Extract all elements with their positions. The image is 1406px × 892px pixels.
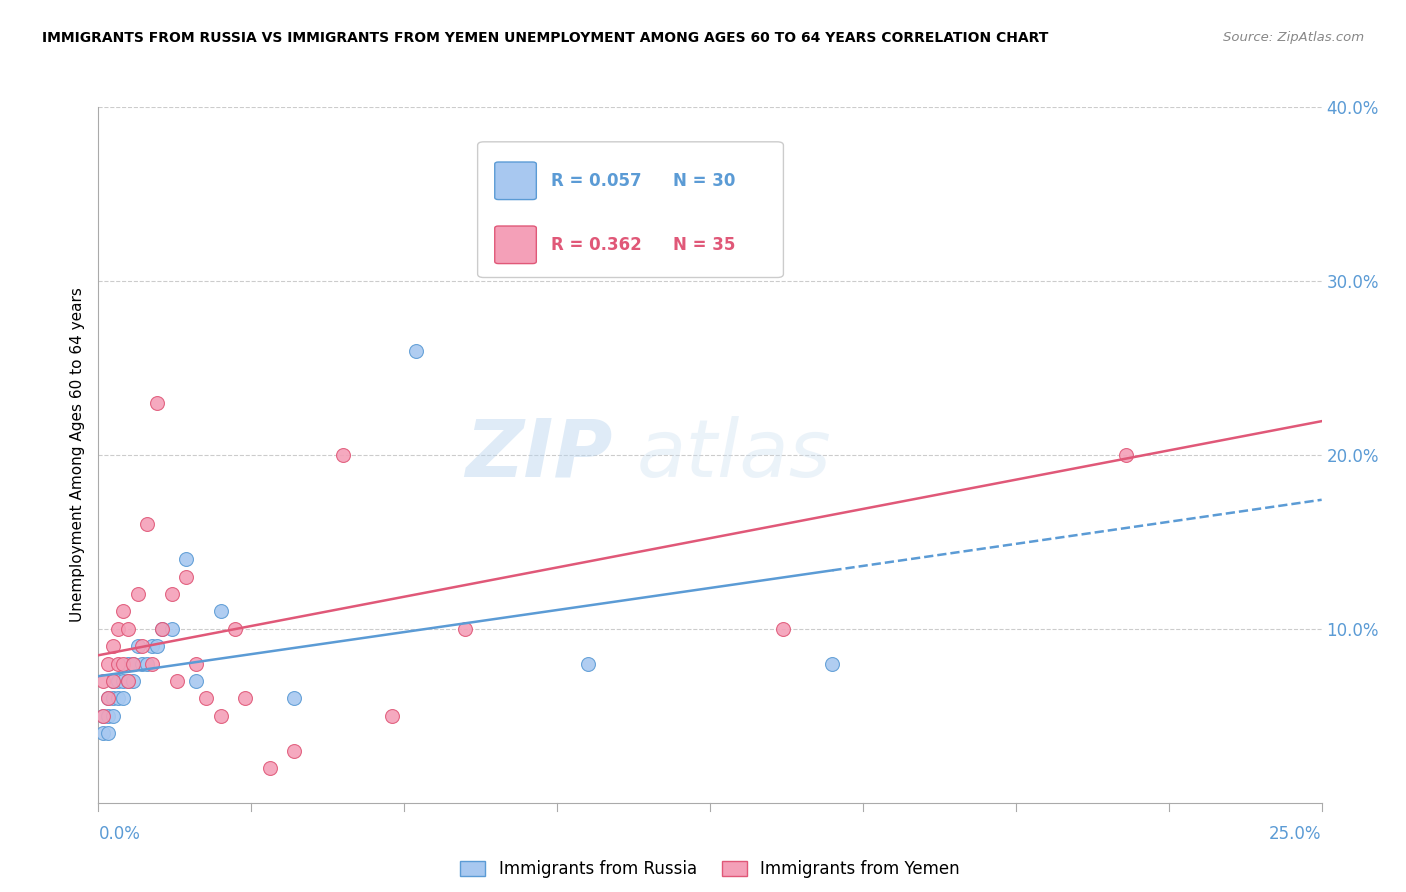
Point: [111, 674, 134, 689]
Point: [381, 708, 404, 723]
Point: [166, 674, 188, 689]
Point: [127, 587, 149, 601]
Point: [186, 674, 208, 689]
Point: [111, 605, 134, 619]
Point: [141, 639, 163, 653]
Point: [141, 657, 163, 671]
Point: [97, 657, 120, 671]
Point: [121, 657, 143, 671]
Point: [454, 622, 477, 636]
FancyBboxPatch shape: [495, 226, 536, 263]
Point: [107, 691, 129, 706]
Point: [332, 448, 354, 462]
Point: [283, 744, 305, 758]
Point: [527, 256, 550, 270]
Point: [283, 691, 305, 706]
Point: [209, 605, 232, 619]
Point: [150, 622, 173, 636]
Text: atlas: atlas: [637, 416, 831, 494]
Point: [101, 674, 124, 689]
Point: [146, 639, 169, 653]
Point: [91, 674, 114, 689]
Text: N = 35: N = 35: [673, 235, 735, 254]
Point: [121, 674, 143, 689]
Point: [97, 691, 120, 706]
Point: [136, 657, 159, 671]
Point: [576, 657, 599, 671]
Point: [111, 657, 134, 671]
Point: [101, 691, 124, 706]
Point: [1115, 448, 1137, 462]
Point: [101, 639, 124, 653]
Point: [111, 691, 134, 706]
Point: [107, 657, 129, 671]
FancyBboxPatch shape: [478, 142, 783, 277]
Point: [160, 587, 183, 601]
Text: IMMIGRANTS FROM RUSSIA VS IMMIGRANTS FROM YEMEN UNEMPLOYMENT AMONG AGES 60 TO 64: IMMIGRANTS FROM RUSSIA VS IMMIGRANTS FRO…: [42, 31, 1049, 45]
Y-axis label: Unemployment Among Ages 60 to 64 years: Unemployment Among Ages 60 to 64 years: [70, 287, 86, 623]
Point: [821, 657, 844, 671]
Point: [209, 708, 232, 723]
Point: [91, 708, 114, 723]
Point: [136, 517, 159, 532]
Point: [117, 622, 139, 636]
Legend: Immigrants from Russia, Immigrants from Yemen: Immigrants from Russia, Immigrants from …: [454, 854, 966, 885]
Text: 25.0%: 25.0%: [1270, 825, 1322, 843]
Text: R = 0.362: R = 0.362: [551, 235, 641, 254]
Point: [117, 674, 139, 689]
Point: [97, 691, 120, 706]
Point: [127, 639, 149, 653]
Text: N = 30: N = 30: [673, 172, 735, 190]
Point: [150, 622, 173, 636]
Point: [186, 657, 208, 671]
Point: [176, 552, 198, 566]
Point: [131, 657, 153, 671]
Text: ZIP: ZIP: [465, 416, 612, 494]
Text: R = 0.057: R = 0.057: [551, 172, 641, 190]
Point: [772, 622, 794, 636]
Point: [195, 691, 218, 706]
Point: [146, 396, 169, 410]
Text: Source: ZipAtlas.com: Source: ZipAtlas.com: [1223, 31, 1364, 45]
FancyBboxPatch shape: [495, 162, 536, 200]
Point: [121, 657, 143, 671]
Point: [176, 570, 198, 584]
Point: [259, 761, 281, 775]
Point: [224, 622, 246, 636]
Point: [101, 674, 124, 689]
Point: [160, 622, 183, 636]
Text: 0.0%: 0.0%: [98, 825, 141, 843]
Point: [117, 657, 139, 671]
Point: [131, 639, 153, 653]
Point: [117, 674, 139, 689]
Point: [91, 708, 114, 723]
Point: [97, 726, 120, 740]
Point: [233, 691, 256, 706]
Point: [107, 622, 129, 636]
Point: [97, 708, 120, 723]
Point: [101, 708, 124, 723]
Point: [107, 674, 129, 689]
Point: [91, 726, 114, 740]
Point: [405, 343, 427, 358]
